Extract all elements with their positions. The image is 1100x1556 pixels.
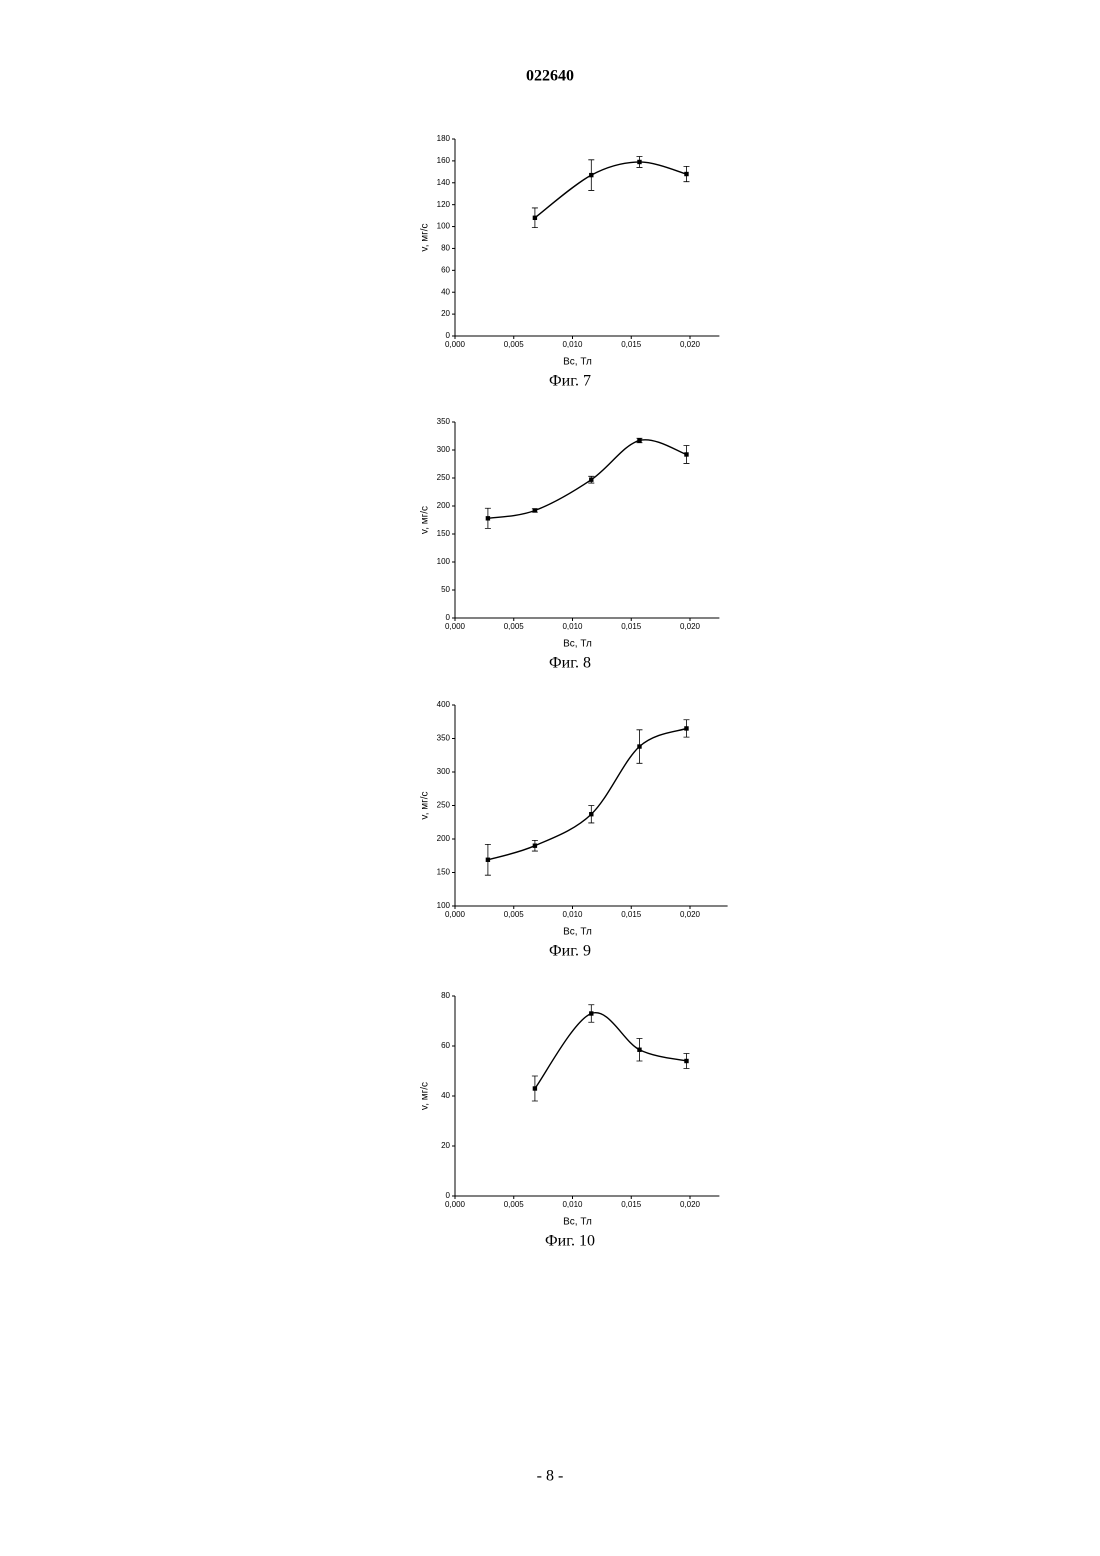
x-tick-label: 0,020: [680, 622, 701, 631]
y-tick-label: 120: [437, 200, 451, 209]
page: 022640 - 8 - 0 20 40 60 80 100 120 140 160 180 0,0…: [0, 0, 1100, 1556]
x-tick-label: 0,005: [504, 622, 525, 631]
figure-caption: Фиг. 8: [549, 655, 591, 672]
y-tick-label: 250: [437, 473, 451, 482]
y-tick-label: 300: [437, 445, 451, 454]
y-tick-label: 80: [441, 244, 450, 253]
data-point: [486, 516, 490, 520]
y-tick-label: 350: [437, 417, 451, 426]
y-tick-label: 20: [441, 309, 450, 318]
x-tick-label: 0,005: [504, 910, 525, 919]
x-tick-label: 0,010: [562, 910, 583, 919]
x-tick-label: 0,000: [445, 1200, 466, 1209]
y-tick-label: 200: [437, 501, 451, 510]
data-point: [637, 438, 641, 442]
y-tick-label: 180: [437, 134, 451, 143]
data-point: [589, 173, 593, 177]
y-tick-label: 140: [437, 178, 451, 187]
y-tick-label: 60: [441, 265, 450, 274]
data-point: [637, 1048, 641, 1052]
y-tick-label: 0: [446, 1191, 451, 1200]
y-tick-label: 0: [446, 613, 451, 622]
y-axis-label: v, мг/с: [420, 791, 431, 819]
x-tick-label: 0,015: [621, 622, 642, 631]
x-tick-label: 0,010: [562, 340, 583, 349]
y-tick-label: 40: [441, 1091, 450, 1100]
x-tick-label: 0,020: [680, 910, 701, 919]
data-point: [637, 160, 641, 164]
y-tick-label: 80: [441, 991, 450, 1000]
x-tick-label: 0,000: [445, 910, 466, 919]
x-axis-label: Bc, Тл: [563, 1217, 592, 1228]
y-tick-label: 150: [437, 529, 451, 538]
x-tick-label: 0,020: [680, 1200, 701, 1209]
data-point: [684, 726, 688, 730]
y-tick-label: 300: [437, 767, 451, 776]
x-tick-label: 0,010: [562, 622, 583, 631]
data-point: [684, 1059, 688, 1063]
y-tick-label: 400: [437, 700, 451, 709]
figure-caption: Фиг. 7: [549, 373, 591, 390]
y-tick-label: 50: [441, 585, 450, 594]
figure-caption: Фиг. 10: [545, 1233, 595, 1250]
y-tick-label: 0: [446, 331, 451, 340]
x-tick-label: 0,015: [621, 910, 642, 919]
curve: [535, 162, 687, 218]
data-point: [589, 477, 593, 481]
y-tick-label: 350: [437, 734, 451, 743]
x-tick-label: 0,015: [621, 1200, 642, 1209]
x-tick-label: 0,005: [504, 340, 525, 349]
x-axis-label: Bc, Тл: [563, 639, 592, 650]
y-tick-label: 200: [437, 834, 451, 843]
y-tick-label: 20: [441, 1141, 450, 1150]
data-point: [637, 744, 641, 748]
y-tick-label: 60: [441, 1041, 450, 1050]
y-axis-label: v, мг/с: [420, 506, 431, 534]
x-tick-label: 0,005: [504, 1200, 525, 1209]
y-tick-label: 40: [441, 287, 450, 296]
x-tick-label: 0,010: [562, 1200, 583, 1209]
y-tick-label: 160: [437, 156, 451, 165]
y-tick-label: 100: [437, 901, 451, 910]
data-point: [533, 844, 537, 848]
curve: [488, 728, 687, 859]
data-point: [684, 452, 688, 456]
curve: [488, 440, 687, 519]
x-tick-label: 0,000: [445, 622, 466, 631]
page-number: - 8 -: [537, 1468, 564, 1485]
y-tick-label: 250: [437, 801, 451, 810]
data-point: [589, 1011, 593, 1015]
patent-number: 022640: [526, 68, 574, 85]
y-axis-label: v, мг/с: [420, 1082, 431, 1110]
data-point: [589, 812, 593, 816]
x-tick-label: 0,000: [445, 340, 466, 349]
curve: [535, 1013, 687, 1089]
x-tick-label: 0,015: [621, 340, 642, 349]
document: 022640 - 8 - 0 20 40 60 80 100 120 140 160 180 0,0…: [0, 0, 1100, 1556]
x-axis-label: Bc, Тл: [563, 927, 592, 938]
data-point: [533, 1086, 537, 1090]
data-point: [533, 508, 537, 512]
x-axis-label: Bc, Тл: [563, 357, 592, 368]
y-tick-label: 100: [437, 557, 451, 566]
data-point: [533, 216, 537, 220]
figure-caption: Фиг. 9: [549, 943, 591, 960]
x-tick-label: 0,020: [680, 340, 701, 349]
data-point: [486, 858, 490, 862]
y-tick-label: 100: [437, 222, 451, 231]
y-axis-label: v, мг/с: [420, 223, 431, 251]
y-tick-label: 150: [437, 868, 451, 877]
data-point: [684, 172, 688, 176]
